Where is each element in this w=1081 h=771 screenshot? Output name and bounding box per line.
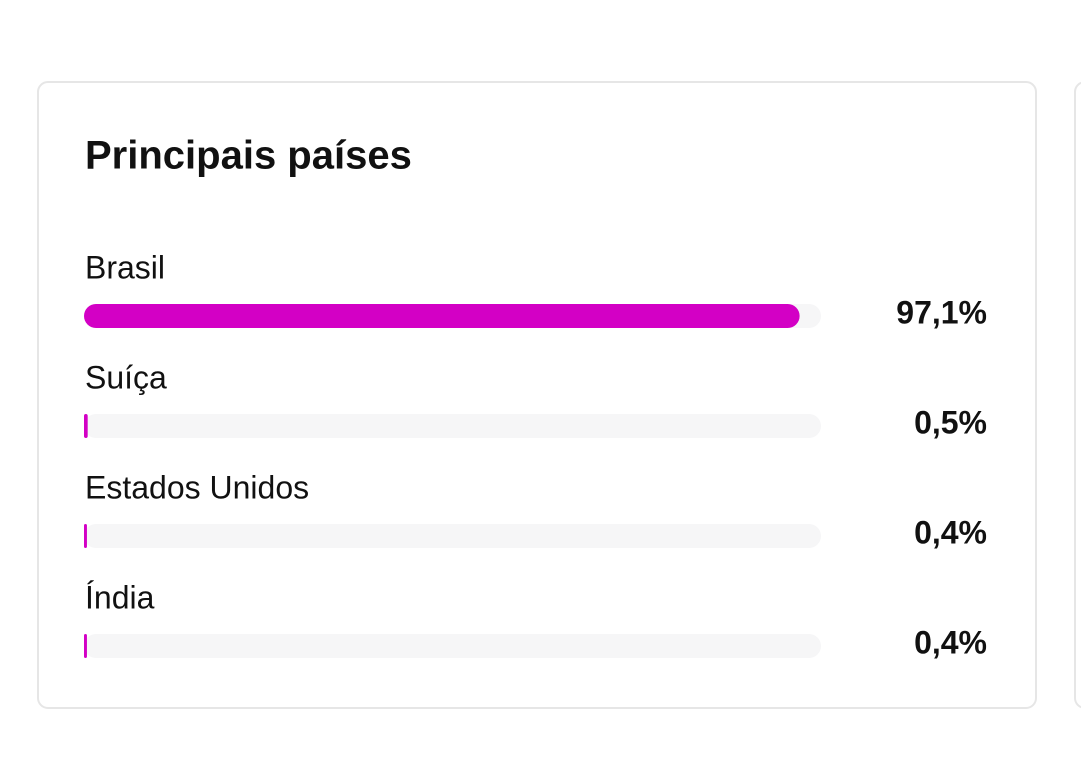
value-label: 0,4% — [914, 624, 987, 660]
chart-title: Principais países — [85, 134, 412, 178]
bar — [84, 304, 800, 328]
bar — [84, 414, 88, 438]
bar-track — [84, 524, 821, 548]
value-label: 97,1% — [896, 294, 987, 330]
value-label: 0,5% — [914, 404, 987, 440]
bar-track — [84, 414, 821, 438]
value-label: 0,4% — [914, 514, 987, 550]
card — [37, 81, 1037, 709]
category-label: Suíça — [85, 359, 167, 395]
bar-track — [84, 634, 821, 658]
next-card — [1074, 81, 1081, 709]
category-label: Brasil — [85, 249, 165, 285]
bar — [84, 524, 87, 548]
category-label: Estados Unidos — [85, 469, 309, 505]
category-label: Índia — [85, 579, 155, 615]
bar — [84, 634, 87, 658]
